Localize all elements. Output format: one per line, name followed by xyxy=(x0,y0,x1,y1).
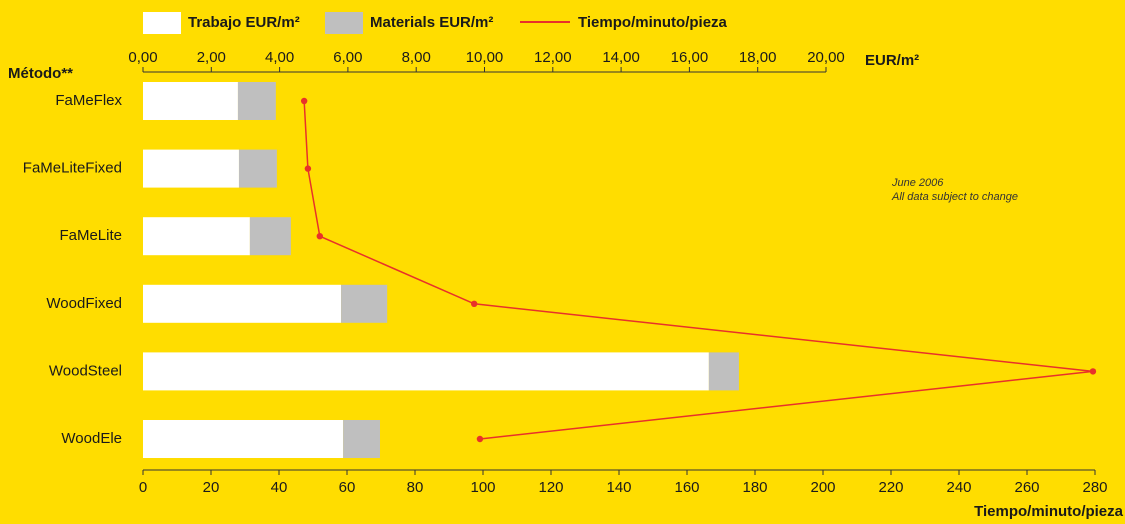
x2-tick-label: 40 xyxy=(271,479,288,496)
y-tick-label: WoodSteel xyxy=(49,362,122,379)
y-tick-label: WoodFixed xyxy=(46,295,122,312)
x-tick-label: 0,00 xyxy=(128,49,157,66)
bar-segment xyxy=(238,149,277,188)
x2-tick-label: 0 xyxy=(139,479,147,496)
x2-tick-label: 260 xyxy=(1014,479,1039,496)
y-tick-label: FaMeLiteFixed xyxy=(23,160,122,177)
bar-segment xyxy=(143,284,342,323)
x2-tick-label: 100 xyxy=(470,479,495,496)
x2-tick-label: 140 xyxy=(606,479,631,496)
y-tick-label: WoodEle xyxy=(61,430,122,447)
x2-tick-label: 60 xyxy=(339,479,356,496)
line-point xyxy=(300,97,308,105)
bar-segment xyxy=(143,149,239,188)
line-point xyxy=(1089,368,1097,375)
bar-segment xyxy=(341,284,388,323)
bar-segment xyxy=(143,352,709,391)
legend-swatch xyxy=(143,12,181,34)
x-tick-label: 4,00 xyxy=(265,49,294,66)
x-tick-label: 6,00 xyxy=(333,49,362,66)
bar-segment xyxy=(143,82,238,120)
y-axis-title: Método** xyxy=(8,65,73,82)
bar-segment xyxy=(343,420,381,458)
x-tick-label: 10,00 xyxy=(466,49,504,66)
x-tick-label: 12,00 xyxy=(534,49,572,66)
x2-tick-label: 200 xyxy=(810,479,835,496)
line xyxy=(303,100,1094,440)
line-point xyxy=(316,233,323,240)
x-tick-label: 14,00 xyxy=(602,49,640,66)
x2-axis-title: Tiempo/minuto/pieza xyxy=(974,503,1124,520)
x2-tick-label: 160 xyxy=(674,479,699,496)
legend-label: Tiempo/minuto/pieza xyxy=(578,14,728,31)
y-tick-label: FaMeFlex xyxy=(55,92,122,109)
x-axis-title: EUR/m² xyxy=(865,52,919,69)
x2-tick-label: 80 xyxy=(407,479,424,496)
bar-segment xyxy=(237,82,276,120)
annotation: All data subject to change xyxy=(891,191,1018,203)
x2-tick-label: 240 xyxy=(946,479,971,496)
x2-tick-label: 180 xyxy=(742,479,767,496)
x-tick-label: 8,00 xyxy=(402,49,431,66)
line-point xyxy=(476,435,484,443)
bar-segment xyxy=(708,352,739,391)
line-point xyxy=(470,300,478,307)
line-point xyxy=(304,165,312,172)
x-tick-label: 2,00 xyxy=(197,49,226,66)
annotation: June 2006 xyxy=(891,177,944,189)
legend-label: Materials EUR/m² xyxy=(370,14,493,31)
legend-label: Trabajo EUR/m² xyxy=(188,14,300,31)
x2-tick-label: 280 xyxy=(1082,479,1107,496)
x2-tick-label: 20 xyxy=(203,479,220,496)
bar-segment xyxy=(143,420,344,458)
legend-swatch xyxy=(325,12,363,34)
y-tick-label: FaMeLite xyxy=(59,227,122,244)
bar-segment xyxy=(249,217,291,256)
x2-tick-label: 220 xyxy=(878,479,903,496)
bar-segment xyxy=(143,217,250,256)
x2-tick-label: 120 xyxy=(538,479,563,496)
x-tick-label: 18,00 xyxy=(739,49,777,66)
x-tick-label: 20,00 xyxy=(807,49,845,66)
x-tick-label: 16,00 xyxy=(671,49,709,66)
